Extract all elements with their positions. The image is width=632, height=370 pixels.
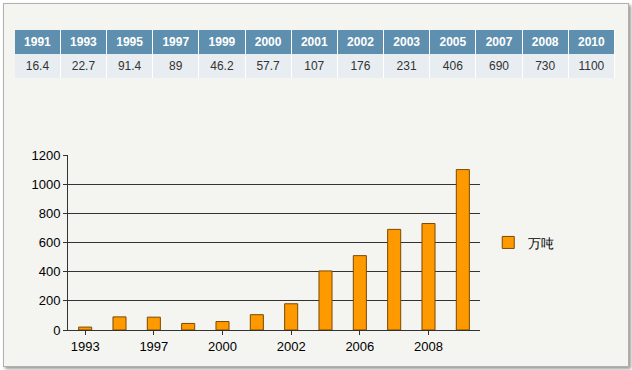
html-text:1997: 1997: [162, 35, 190, 49]
html-text:22.7: 22.7: [71, 59, 96, 73]
svg-text:800: 800: [39, 206, 61, 221]
html-text:91.4: 91.4: [117, 59, 142, 73]
html-text:1993: 1993: [70, 35, 97, 49]
html-text:690: 690: [489, 59, 509, 73]
html-text:730: 730: [535, 59, 556, 73]
svg-text:万吨: 万吨: [528, 236, 554, 251]
html-text:2007: 2007: [485, 35, 513, 49]
html-text:1999: 1999: [208, 35, 236, 49]
svg-text:2008: 2008: [414, 339, 443, 354]
html-text:107: 107: [304, 59, 325, 73]
html-text:2000: 2000: [254, 35, 282, 49]
html-text:16.4: 16.4: [25, 59, 50, 73]
svg-text:200: 200: [39, 293, 61, 308]
html-text:57.7: 57.7: [256, 59, 280, 73]
html-text:176: 176: [350, 59, 371, 73]
svg-text:2000: 2000: [208, 339, 237, 354]
svg-text:2002: 2002: [277, 339, 306, 354]
html-text:2003: 2003: [393, 35, 420, 49]
html-text:46.2: 46.2: [210, 59, 234, 73]
html-text:2002: 2002: [347, 35, 374, 49]
html-text:2001: 2001: [300, 35, 328, 49]
svg-text:1000: 1000: [31, 177, 60, 192]
svg-text:1993: 1993: [71, 339, 100, 354]
html-text:231: 231: [396, 59, 417, 73]
svg-text:600: 600: [39, 235, 61, 250]
html-text:1100: 1100: [578, 59, 605, 73]
html-text:1995: 1995: [116, 35, 143, 49]
html-text:2010: 2010: [578, 35, 605, 49]
svg-text:400: 400: [39, 264, 61, 279]
html-text:406: 406: [442, 59, 463, 73]
html-text:89: 89: [169, 59, 183, 73]
html-text:2005: 2005: [439, 35, 467, 49]
svg-text:1200: 1200: [31, 148, 60, 163]
svg-text:1997: 1997: [139, 339, 168, 354]
svg-text:2006: 2006: [345, 339, 374, 354]
html-text:2008: 2008: [531, 35, 559, 49]
svg-text:0: 0: [53, 323, 60, 338]
html-text:1991: 1991: [24, 35, 51, 49]
